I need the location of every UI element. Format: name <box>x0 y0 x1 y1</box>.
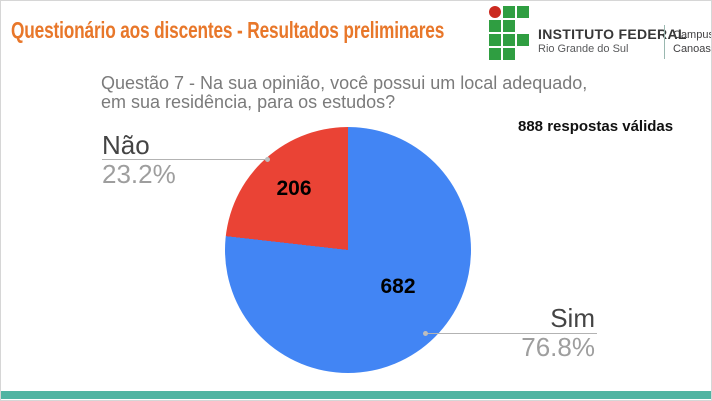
valid-responses-note: 888 respostas válidas <box>518 118 674 135</box>
callout-sim-dot <box>423 331 428 336</box>
slice-value-nao: 206 <box>276 177 312 200</box>
ifrs-logo-icon <box>489 6 529 60</box>
callout-sim-label: Sim <box>550 303 595 333</box>
logo-divider <box>664 25 665 59</box>
logo-institution: INSTITUTO FEDERAL <box>538 26 687 42</box>
logo-text: INSTITUTO FEDERAL Rio Grande do Sul <box>538 26 687 55</box>
chart-title: Questão 7 - Na sua opinião, você possui … <box>101 73 588 112</box>
logo-campus: Campus Canoas <box>673 28 712 56</box>
callout-sim-leader-line <box>426 333 597 334</box>
callout-nao-leader-line <box>102 159 268 160</box>
callout-nao-percent: 23.2% <box>102 159 176 189</box>
logo-red-dot-icon <box>489 6 501 18</box>
accent-bar <box>1 391 711 399</box>
campus-name: Canoas <box>673 43 711 55</box>
callout-nao-label: Não <box>102 130 150 160</box>
callout-nao: Não 23.2% <box>102 132 176 188</box>
pie-chart: 206 682 <box>225 127 471 373</box>
slice-value-sim: 682 <box>380 275 416 298</box>
callout-sim-percent: 76.8% <box>521 332 595 362</box>
ifrs-logo: INSTITUTO FEDERAL Rio Grande do Sul Camp… <box>489 5 712 61</box>
logo-region: Rio Grande do Sul <box>538 43 629 55</box>
callout-nao-dot <box>265 157 270 162</box>
page-title: Questionário aos discentes - Resultados … <box>11 17 445 43</box>
callout-sim: Sim 76.8% <box>521 305 595 361</box>
campus-label: Campus <box>673 29 712 41</box>
